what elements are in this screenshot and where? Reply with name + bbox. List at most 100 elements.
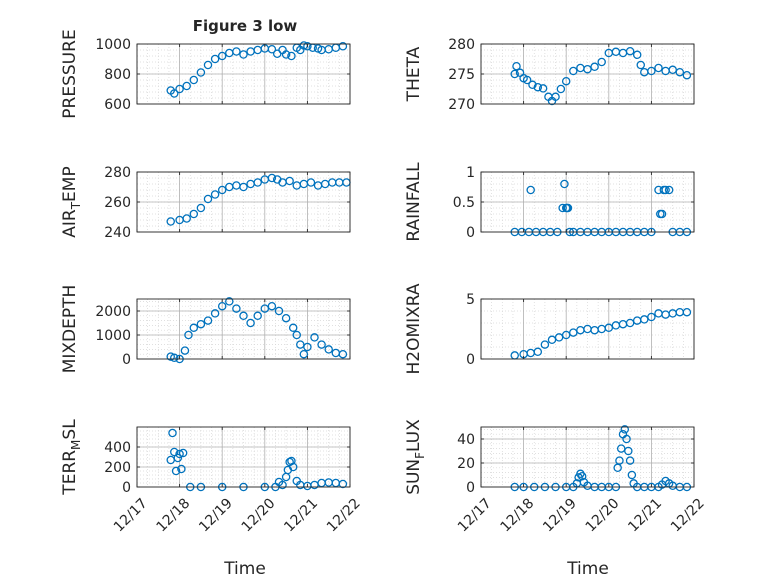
data-point	[267, 301, 277, 311]
y-axis-label: TERRMSL	[60, 419, 83, 496]
y-tick-label: 40	[457, 432, 475, 448]
data-point	[182, 81, 191, 91]
data-point	[175, 84, 184, 94]
data-point	[510, 69, 519, 79]
data-point	[203, 194, 213, 204]
data-point	[177, 464, 186, 474]
data-point	[512, 61, 521, 71]
data-point	[210, 54, 220, 64]
y-tick-label: 270	[448, 97, 475, 113]
data-point	[178, 448, 188, 458]
data-point	[170, 89, 179, 98]
data-point	[267, 173, 277, 183]
axes-box	[480, 426, 695, 488]
data-point	[675, 67, 685, 77]
data-point	[196, 319, 206, 329]
data-point	[551, 92, 560, 102]
data-point	[232, 304, 241, 313]
y-tick-label: 240	[104, 225, 131, 241]
data-series	[510, 307, 692, 360]
data-point	[182, 214, 191, 223]
data-point	[632, 50, 642, 60]
data-point	[654, 63, 663, 73]
data-point	[556, 84, 566, 94]
data-point	[287, 51, 296, 61]
minor-grid	[481, 298, 694, 360]
data-point	[274, 306, 284, 316]
data-point	[657, 209, 667, 219]
data-point	[253, 178, 262, 187]
data-point	[647, 66, 656, 76]
data-point	[310, 333, 319, 342]
data-point	[615, 456, 624, 465]
data-point	[533, 82, 543, 92]
data-point	[306, 178, 316, 187]
data-point	[540, 340, 550, 349]
data-point	[661, 185, 670, 195]
data-point	[636, 60, 646, 70]
data-series	[510, 46, 692, 106]
y-tick-label: 5	[466, 292, 475, 308]
y-axis-label-part: THETA	[404, 46, 424, 102]
y-axis-label-part: LUX	[404, 419, 424, 452]
data-point	[303, 342, 312, 352]
y-axis-label-part: SUN	[404, 459, 424, 495]
data-point	[625, 46, 635, 56]
data-point	[561, 76, 571, 86]
axes-pressure: 600 800 1000 PRESSURE	[60, 29, 351, 119]
y-axis-label: AIRTEMP	[60, 166, 83, 237]
figure-title: Figure 3 low	[193, 17, 298, 35]
y-tick-label: 1000	[95, 37, 131, 53]
data-series	[166, 173, 351, 226]
y-axis-label: SUNFLUX	[404, 419, 427, 495]
data-point	[577, 471, 587, 481]
data-point	[225, 297, 234, 306]
y-axis-label-part: RAINFALL	[404, 162, 424, 242]
data-point	[285, 176, 294, 186]
data-point	[281, 313, 291, 323]
y-axis-label-part: AIR	[60, 209, 80, 238]
data-point	[647, 312, 656, 322]
y-tick-label: 280	[104, 165, 131, 181]
axes-theta: 270 275 280 THETA	[404, 37, 695, 113]
minor-grid	[137, 299, 350, 360]
data-series	[166, 41, 348, 98]
data-point	[210, 190, 220, 199]
data-point	[203, 316, 213, 325]
data-point	[173, 453, 183, 463]
data-point	[210, 309, 220, 318]
y-axis-label-part: H2OMIXRA	[404, 283, 424, 374]
data-point	[299, 349, 309, 359]
data-point	[338, 349, 348, 359]
y-tick-label: 400	[104, 440, 131, 456]
data-point	[217, 51, 227, 61]
y-tick-label: 200	[104, 460, 131, 476]
y-tick-label: 600	[104, 97, 131, 113]
x-axis-label-left: Time	[223, 559, 266, 579]
data-point	[184, 330, 193, 340]
axes-rainfall: 0 0.5 1 RAINFALL	[404, 162, 695, 242]
data-point	[682, 70, 692, 80]
y-axis-label-part: MIXDEPTH	[60, 285, 80, 374]
data-point	[239, 182, 248, 192]
data-point	[627, 470, 637, 480]
data-point	[232, 47, 241, 56]
data-point	[560, 179, 569, 189]
axes-box	[136, 426, 351, 488]
data-point	[203, 60, 213, 70]
y-axis-label: THETA	[404, 46, 424, 102]
data-point	[625, 456, 635, 465]
y-tick-label: 2000	[95, 304, 131, 320]
y-tick-label: 1	[466, 165, 475, 181]
y-axis-label-part: EMP	[60, 166, 80, 202]
data-series	[166, 297, 348, 364]
axes-box	[480, 298, 695, 360]
data-point	[622, 434, 631, 444]
axes-h2omixra: 0 5 H2OMIXRA	[404, 283, 695, 375]
data-point	[620, 425, 630, 434]
y-axis-label-part: SL	[60, 419, 80, 440]
data-point	[239, 311, 248, 321]
data-point	[170, 447, 179, 457]
y-tick-label: 0.5	[453, 195, 475, 211]
data-point	[624, 446, 633, 456]
